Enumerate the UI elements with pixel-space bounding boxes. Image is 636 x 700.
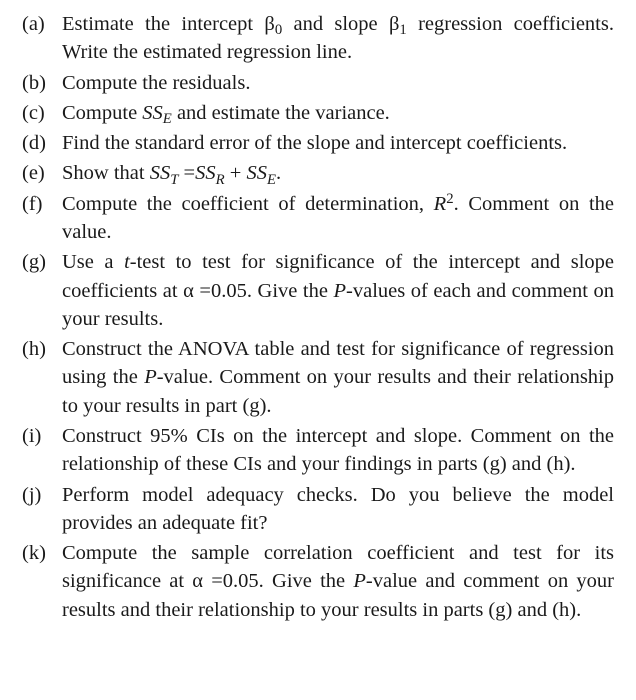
list-item: (h) Construct the ANOVA table and test f… — [22, 335, 614, 420]
item-label: (k) — [22, 539, 62, 624]
exercise-list: (a) Estimate the intercept β0 and slope … — [0, 0, 636, 636]
list-item: (k) Compute the sample correlation coeff… — [22, 539, 614, 624]
item-label: (a) — [22, 10, 62, 67]
item-body: Show that SST =SSR + SSE. — [62, 159, 614, 187]
list-item: (e) Show that SST =SSR + SSE. — [22, 159, 614, 187]
item-body: Estimate the intercept β0 and slope β1 r… — [62, 10, 614, 67]
item-label: (j) — [22, 481, 62, 538]
item-body: Construct 95% CIs on the intercept and s… — [62, 422, 614, 479]
item-body: Find the standard error of the slope and… — [62, 129, 614, 157]
item-body: Compute SSE and estimate the variance. — [62, 99, 614, 127]
item-label: (h) — [22, 335, 62, 420]
list-item: (j) Perform model adequacy checks. Do yo… — [22, 481, 614, 538]
item-label: (e) — [22, 159, 62, 187]
list-item: (i) Construct 95% CIs on the intercept a… — [22, 422, 614, 479]
item-label: (b) — [22, 69, 62, 97]
list-item: (f) Compute the coefficient of determina… — [22, 190, 614, 247]
item-label: (f) — [22, 190, 62, 247]
list-item: (b) Compute the residuals. — [22, 69, 614, 97]
item-body: Compute the sample correlation coefficie… — [62, 539, 614, 624]
list-item: (c) Compute SSE and estimate the varianc… — [22, 99, 614, 127]
item-body: Perform model adequacy checks. Do you be… — [62, 481, 614, 538]
item-label: (i) — [22, 422, 62, 479]
list-item: (d) Find the standard error of the slope… — [22, 129, 614, 157]
list-item: (a) Estimate the intercept β0 and slope … — [22, 10, 614, 67]
list-item: (g) Use a t-test to test for significanc… — [22, 248, 614, 333]
item-body: Use a t-test to test for significance of… — [62, 248, 614, 333]
item-body: Compute the coefficient of determination… — [62, 190, 614, 247]
item-body: Construct the ANOVA table and test for s… — [62, 335, 614, 420]
item-label: (g) — [22, 248, 62, 333]
item-body: Compute the residuals. — [62, 69, 614, 97]
item-label: (d) — [22, 129, 62, 157]
item-label: (c) — [22, 99, 62, 127]
